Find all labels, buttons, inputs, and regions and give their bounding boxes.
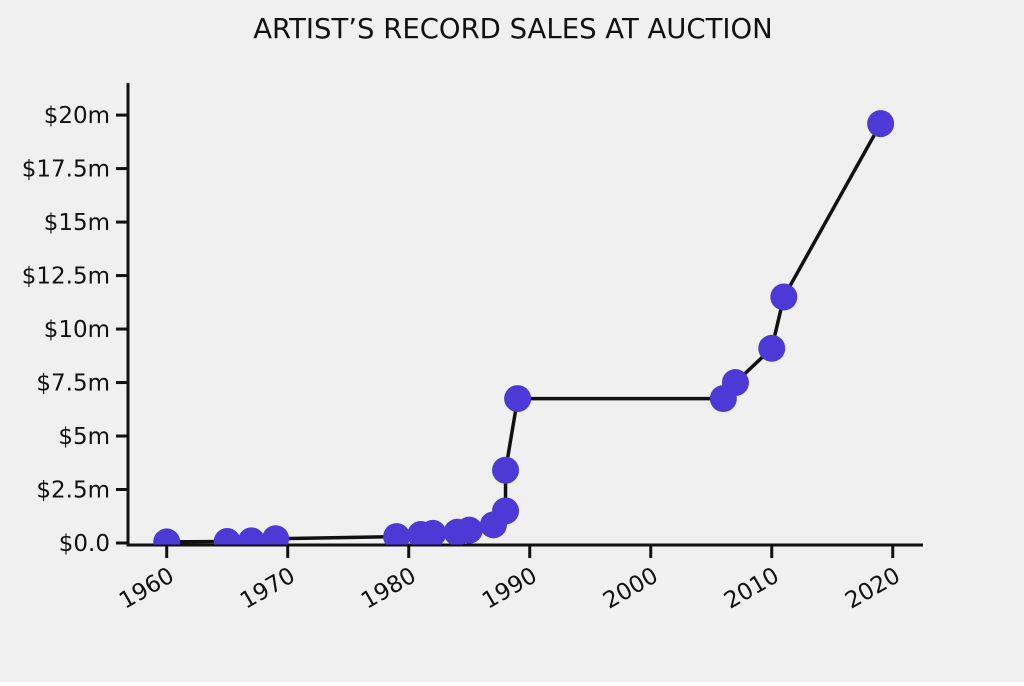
data-point-marker (770, 283, 798, 311)
data-point-marker (492, 497, 520, 525)
data-point-marker (721, 369, 749, 397)
data-point-marker (504, 385, 532, 413)
data-point-marker (383, 523, 411, 545)
data-point-marker (213, 528, 241, 545)
y-tick-label: $2.5m (36, 478, 110, 504)
y-tick-label: $0.0 (59, 531, 110, 557)
data-point-marker (419, 519, 447, 545)
y-tick-label: $20m (44, 103, 110, 129)
data-point-marker (867, 110, 895, 138)
y-tick-label: $10m (44, 317, 110, 343)
series-group (153, 110, 895, 545)
y-tick-label: $5m (58, 424, 110, 450)
chart-title: ARTIST’S RECORD SALES AT AUCTION (253, 13, 773, 45)
data-point-marker (758, 334, 786, 362)
data-point-marker (262, 525, 290, 545)
data-point-marker (492, 456, 520, 484)
data-point-marker (153, 528, 181, 545)
y-tick-label: $15m (44, 210, 110, 236)
y-tick-label: $12.5m (22, 264, 110, 290)
axes (116, 83, 923, 558)
y-tick-label: $7.5m (36, 371, 110, 397)
data-point-marker (455, 516, 483, 544)
y-tick-label: $17.5m (22, 157, 110, 183)
data-point-marker (237, 527, 265, 545)
